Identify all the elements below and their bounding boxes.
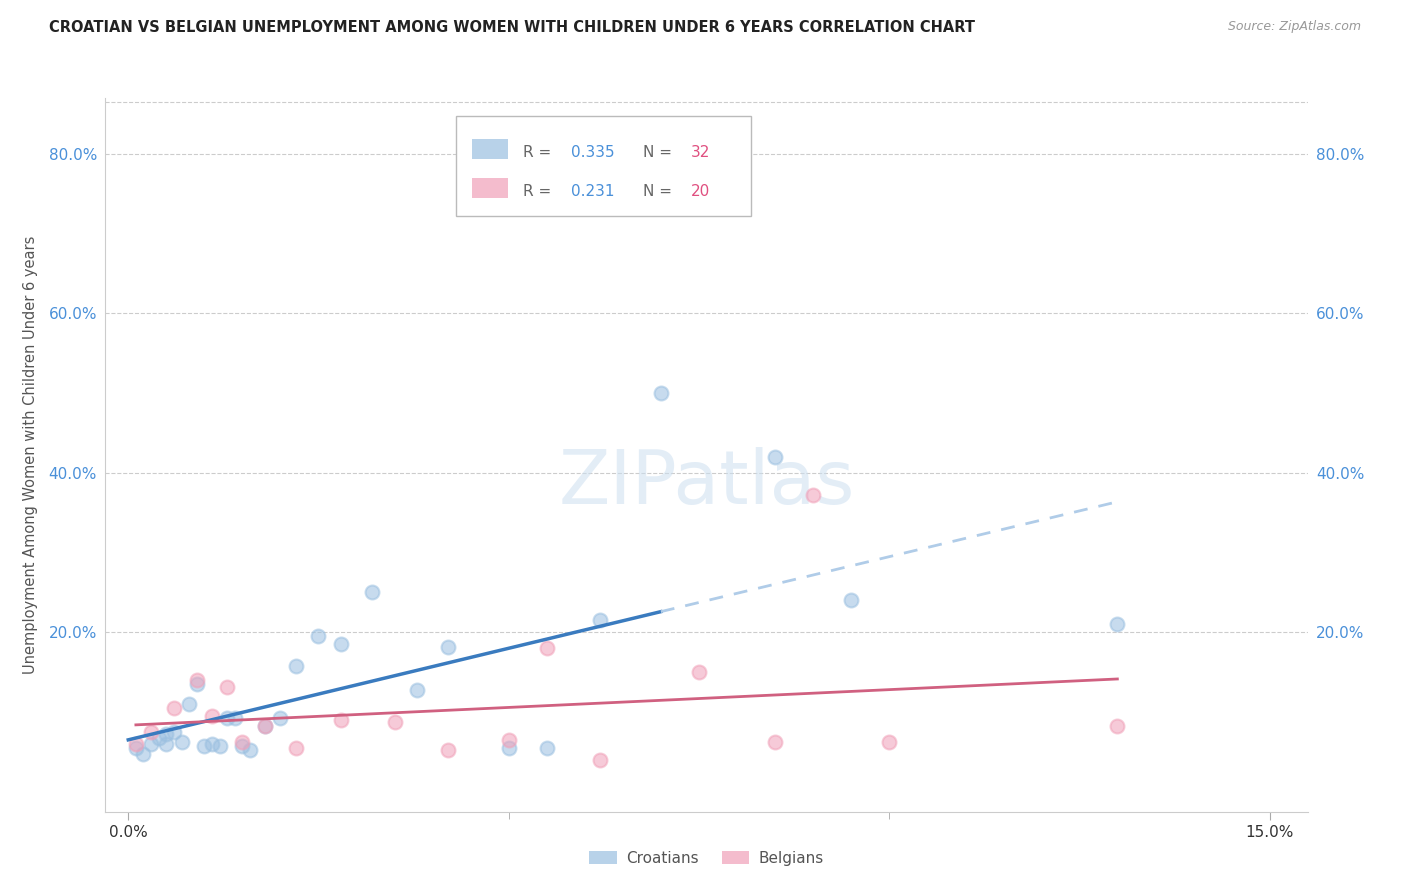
Text: R =: R = xyxy=(523,185,551,199)
Point xyxy=(217,680,239,694)
Point xyxy=(217,711,239,725)
Point xyxy=(688,665,710,680)
Point xyxy=(801,488,824,502)
Point xyxy=(763,450,786,464)
Point xyxy=(536,740,558,755)
Point xyxy=(650,386,672,401)
Point xyxy=(1107,617,1129,632)
Bar xyxy=(472,178,508,198)
Point xyxy=(589,613,612,627)
Point xyxy=(254,719,277,733)
Point xyxy=(170,735,193,749)
Text: ZIPatlas: ZIPatlas xyxy=(558,447,855,520)
Point xyxy=(201,709,224,723)
Point xyxy=(132,747,155,761)
Point xyxy=(201,737,224,751)
Point xyxy=(224,711,246,725)
Point xyxy=(148,731,170,745)
Legend: Croatians, Belgians: Croatians, Belgians xyxy=(583,845,830,871)
Point xyxy=(437,743,460,757)
Text: N =: N = xyxy=(643,185,672,199)
Point xyxy=(139,737,162,751)
Text: 0.335: 0.335 xyxy=(571,145,614,160)
Point xyxy=(155,727,177,741)
Text: CROATIAN VS BELGIAN UNEMPLOYMENT AMONG WOMEN WITH CHILDREN UNDER 6 YEARS CORRELA: CROATIAN VS BELGIAN UNEMPLOYMENT AMONG W… xyxy=(49,20,976,35)
Point xyxy=(231,739,253,753)
Point xyxy=(155,737,177,751)
Point xyxy=(498,733,520,747)
Point xyxy=(139,725,162,739)
Text: R =: R = xyxy=(523,145,551,160)
Point xyxy=(384,714,406,729)
Point xyxy=(839,593,862,607)
Text: 20: 20 xyxy=(690,185,710,199)
Point xyxy=(308,629,330,643)
Point xyxy=(125,737,148,751)
Text: N =: N = xyxy=(643,145,672,160)
Point xyxy=(125,740,148,755)
Point xyxy=(179,697,201,711)
Point xyxy=(763,735,786,749)
Point xyxy=(498,740,520,755)
Point xyxy=(330,637,353,651)
Point xyxy=(330,713,353,727)
Point xyxy=(536,641,558,656)
Point xyxy=(254,719,277,733)
Point xyxy=(193,739,215,753)
Point xyxy=(163,701,186,715)
Text: 0.231: 0.231 xyxy=(571,185,614,199)
Text: 32: 32 xyxy=(690,145,710,160)
Y-axis label: Unemployment Among Women with Children Under 6 years: Unemployment Among Women with Children U… xyxy=(22,235,38,674)
Point xyxy=(208,739,231,753)
Point xyxy=(437,640,460,654)
FancyBboxPatch shape xyxy=(457,116,751,216)
Point xyxy=(360,585,382,599)
Point xyxy=(239,743,262,757)
Point xyxy=(231,735,253,749)
Point xyxy=(406,682,429,697)
Point xyxy=(269,711,291,725)
Bar xyxy=(472,139,508,159)
Point xyxy=(589,753,612,767)
Point xyxy=(186,677,208,691)
Text: Source: ZipAtlas.com: Source: ZipAtlas.com xyxy=(1227,20,1361,33)
Point xyxy=(284,740,307,755)
Point xyxy=(186,673,208,688)
Point xyxy=(877,735,900,749)
Point xyxy=(163,725,186,739)
Point xyxy=(284,658,307,673)
Point xyxy=(1107,719,1129,733)
